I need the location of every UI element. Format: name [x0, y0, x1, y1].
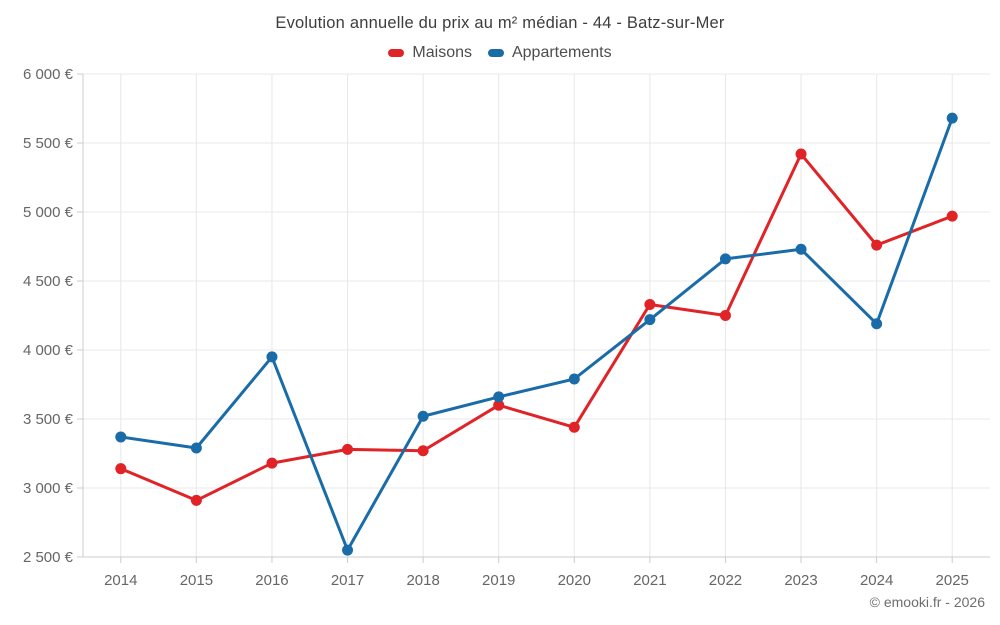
x-axis-label-2019: 2019 [482, 572, 515, 589]
y-axis-label-4000: 4 000 € [23, 342, 74, 359]
appartements-series-swatch-icon [487, 49, 504, 57]
data-point-appartements-2018[interactable] [417, 410, 429, 422]
data-point-appartements-2025[interactable] [946, 112, 958, 124]
x-axis-label-2017: 2017 [331, 572, 364, 589]
data-point-appartements-2021[interactable] [644, 314, 656, 326]
legend-item-appartements[interactable]: Appartements [487, 44, 612, 62]
data-point-maisons-2016[interactable] [266, 457, 278, 469]
x-axis-label-2020: 2020 [558, 572, 591, 589]
legend-item-maisons[interactable]: Maisons [388, 44, 472, 62]
y-axis-label-5000: 5 000 € [23, 204, 74, 221]
x-axis-label-2025: 2025 [936, 572, 969, 589]
series-line-appartements [119, 116, 954, 552]
maisons-series-swatch-icon [388, 49, 405, 57]
x-axis-label-2022: 2022 [709, 572, 742, 589]
data-point-maisons-2015[interactable] [190, 494, 202, 506]
y-axis-label-5500: 5 500 € [23, 135, 74, 152]
copyright-text: © emooki.fr - 2026 [869, 594, 985, 610]
x-axis-label-2021: 2021 [633, 572, 666, 589]
data-point-maisons-2019[interactable] [493, 399, 505, 411]
x-axis-label-2015: 2015 [180, 572, 213, 589]
chart-title: Evolution annuelle du prix au m² médian … [275, 14, 725, 32]
data-point-maisons-2017[interactable] [342, 443, 354, 455]
x-axis-label-2016: 2016 [255, 572, 288, 589]
data-point-maisons-2021[interactable] [644, 298, 656, 310]
data-point-appartements-2015[interactable] [190, 442, 202, 454]
y-axis-label-2500: 2 500 € [23, 549, 74, 566]
y-axis-label-3500: 3 500 € [23, 411, 74, 428]
x-axis-label-2018: 2018 [406, 572, 439, 589]
data-point-appartements-2024[interactable] [871, 318, 883, 330]
data-point-appartements-2017[interactable] [342, 544, 354, 556]
data-point-maisons-2022[interactable] [719, 310, 731, 321]
x-axis-label-2014: 2014 [104, 572, 137, 589]
data-point-maisons-2018[interactable] [417, 445, 429, 457]
y-axis-label-4500: 4 500 € [23, 273, 74, 290]
data-point-appartements-2019[interactable] [493, 391, 505, 403]
series-line-maisons [119, 152, 954, 502]
data-point-maisons-2020[interactable] [568, 421, 580, 433]
y-axis-label-6000: 6 000 € [23, 66, 74, 83]
chart-legend: Maisons Appartements [0, 44, 1000, 62]
data-point-maisons-2014[interactable] [115, 463, 127, 475]
data-point-appartements-2016[interactable] [266, 351, 278, 363]
data-point-appartements-2020[interactable] [568, 373, 580, 385]
data-point-maisons-2023[interactable] [795, 148, 807, 160]
x-axis-label-2024: 2024 [860, 572, 893, 589]
data-point-appartements-2014[interactable] [115, 431, 127, 443]
legend-label-maisons: Maisons [412, 44, 472, 61]
data-point-maisons-2025[interactable] [946, 210, 958, 222]
x-axis-label-2023: 2023 [784, 572, 817, 589]
legend-label-appartements: Appartements [511, 44, 612, 61]
data-point-maisons-2024[interactable] [871, 239, 883, 251]
data-point-appartements-2023[interactable] [795, 243, 807, 255]
data-point-appartements-2022[interactable] [719, 253, 731, 265]
y-axis-label-3000: 3 000 € [23, 480, 74, 497]
